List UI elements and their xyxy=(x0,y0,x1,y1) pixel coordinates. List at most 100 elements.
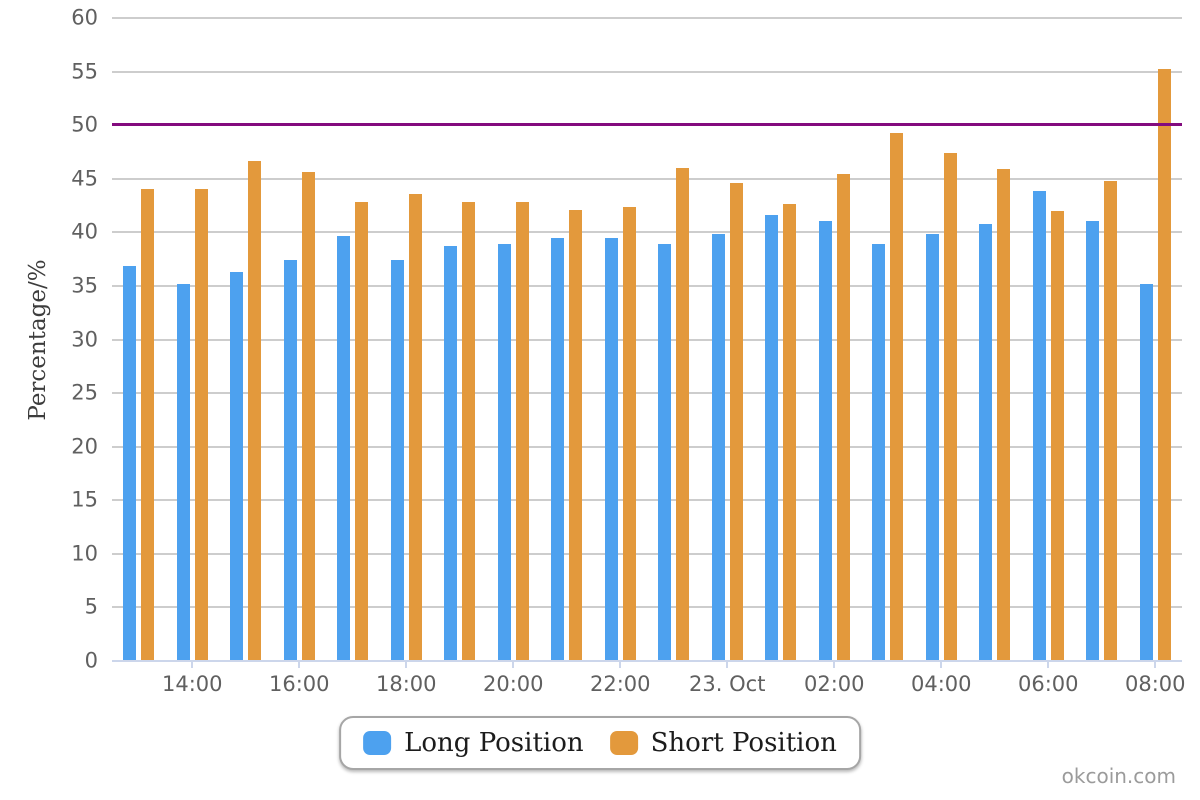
gridline-y-5 xyxy=(112,606,1182,609)
x-axis-tick-label-04:00: 04:00 xyxy=(910,672,972,696)
bar-long-19[interactable] xyxy=(1086,220,1100,661)
y-axis-tick-label-50: 50 xyxy=(71,112,98,137)
bar-short-2[interactable] xyxy=(194,189,208,661)
bar-long-9[interactable] xyxy=(551,237,565,661)
watermark: okcoin.com xyxy=(1061,764,1176,788)
gridline-y-45 xyxy=(112,177,1182,180)
x-axis-tick-08:00 xyxy=(1154,661,1157,668)
x-axis-tick-label-22:00: 22:00 xyxy=(589,672,651,696)
bar-pair-8 xyxy=(487,18,541,661)
y-axis-tick-label-30: 30 xyxy=(71,327,98,351)
bar-pair-6 xyxy=(380,18,434,661)
plotline-50 xyxy=(112,123,1182,127)
bar-long-1[interactable] xyxy=(123,265,137,661)
legend: Long Position Short Position xyxy=(339,716,861,770)
bar-short-19[interactable] xyxy=(1104,180,1118,661)
gridline-y-10 xyxy=(112,552,1182,555)
bar-short-3[interactable] xyxy=(248,160,262,661)
bar-long-16[interactable] xyxy=(925,234,939,661)
gridline-y-30 xyxy=(112,338,1182,341)
x-axis-tick-label-08:00: 08:00 xyxy=(1124,672,1186,696)
bar-short-14[interactable] xyxy=(836,174,850,661)
bar-long-5[interactable] xyxy=(337,235,351,661)
legend-item-short-position[interactable]: Short Position xyxy=(609,728,837,758)
x-axis-tick-label-14:00: 14:00 xyxy=(161,672,223,696)
bar-pair-16 xyxy=(915,18,969,661)
bar-short-7[interactable] xyxy=(462,202,476,661)
bar-pair-11 xyxy=(647,18,701,661)
gridline-y-55 xyxy=(112,70,1182,73)
bar-short-9[interactable] xyxy=(569,209,583,661)
y-axis-tick-label-25: 25 xyxy=(71,380,98,405)
x-axis-tick-label-18:00: 18:00 xyxy=(375,672,437,696)
gridline-y-0 xyxy=(112,660,1182,662)
y-axis-tick-label-10: 10 xyxy=(71,541,98,566)
bar-short-10[interactable] xyxy=(622,206,636,661)
x-axis-tick-06:00 xyxy=(1047,661,1050,668)
bar-long-4[interactable] xyxy=(283,260,297,661)
bar-long-20[interactable] xyxy=(1139,283,1153,661)
bar-short-16[interactable] xyxy=(943,153,957,661)
gridline-y-60 xyxy=(112,17,1182,19)
x-axis-tick-label-02:00: 02:00 xyxy=(803,672,865,696)
bar-pair-4 xyxy=(273,18,327,661)
bar-short-17[interactable] xyxy=(997,169,1011,661)
bar-long-11[interactable] xyxy=(658,244,672,661)
bar-short-15[interactable] xyxy=(890,132,904,661)
x-axis-tick-02:00 xyxy=(833,661,836,668)
bar-pair-5 xyxy=(326,18,380,661)
bar-short-11[interactable] xyxy=(676,168,690,661)
bar-long-2[interactable] xyxy=(176,283,190,661)
bar-short-1[interactable] xyxy=(141,189,155,661)
bar-pair-20 xyxy=(1129,18,1183,661)
gridline-y-25 xyxy=(112,392,1182,395)
x-axis-tick-14:00 xyxy=(191,661,194,668)
bar-pair-14 xyxy=(808,18,862,661)
bar-long-8[interactable] xyxy=(497,244,511,661)
x-axis-tick-label-06:00: 06:00 xyxy=(1017,672,1079,696)
bar-pair-10 xyxy=(594,18,648,661)
legend-label-long: Long Position xyxy=(404,728,584,758)
bar-pair-17 xyxy=(968,18,1022,661)
bar-short-18[interactable] xyxy=(1050,210,1064,661)
bar-short-20[interactable] xyxy=(1157,69,1171,661)
y-axis-tick-label-35: 35 xyxy=(71,273,98,298)
bar-long-15[interactable] xyxy=(872,244,886,661)
bar-long-3[interactable] xyxy=(230,272,244,661)
y-axis-tick-label-40: 40 xyxy=(71,219,98,244)
x-axis-tick-23. Oct xyxy=(726,661,729,668)
y-axis-title: Percentage/% xyxy=(25,259,51,421)
legend-swatch-short-icon xyxy=(609,731,638,755)
bar-short-13[interactable] xyxy=(783,204,797,661)
y-axis-tick-label-15: 15 xyxy=(71,487,98,512)
bar-long-7[interactable] xyxy=(444,246,458,661)
gridline-y-15 xyxy=(112,499,1182,502)
y-axis-tick-label-55: 55 xyxy=(71,59,98,84)
bar-short-6[interactable] xyxy=(408,193,422,661)
legend-item-long-position[interactable]: Long Position xyxy=(363,728,584,758)
bar-short-5[interactable] xyxy=(355,202,369,661)
bar-short-8[interactable] xyxy=(515,202,529,661)
bar-short-4[interactable] xyxy=(301,172,315,661)
bar-long-10[interactable] xyxy=(604,237,618,661)
bar-pair-15 xyxy=(861,18,915,661)
bar-long-12[interactable] xyxy=(711,234,725,661)
bar-long-18[interactable] xyxy=(1032,190,1046,661)
bar-long-14[interactable] xyxy=(818,220,832,661)
bar-pair-3 xyxy=(219,18,273,661)
y-axis-tick-label-45: 45 xyxy=(71,166,98,191)
bar-pair-13 xyxy=(754,18,808,661)
x-axis-tick-label-16:00: 16:00 xyxy=(268,672,330,696)
gridline-y-20 xyxy=(112,445,1182,448)
bar-long-13[interactable] xyxy=(765,215,779,661)
plot-area: 0 5 10 15 20 25 30 35 40 45 50 55 60 14:00 16:00 18:00 2… xyxy=(71,7,1185,696)
bar-short-12[interactable] xyxy=(729,183,743,661)
bar-long-17[interactable] xyxy=(979,223,993,661)
bar-pair-19 xyxy=(1075,18,1129,661)
x-axis-tick-label-23. Oct: 23. Oct xyxy=(689,672,766,696)
bar-pair-1 xyxy=(112,18,166,661)
bar-pair-9 xyxy=(540,18,594,661)
bar-pair-2 xyxy=(166,18,220,661)
bar-long-6[interactable] xyxy=(390,260,404,661)
